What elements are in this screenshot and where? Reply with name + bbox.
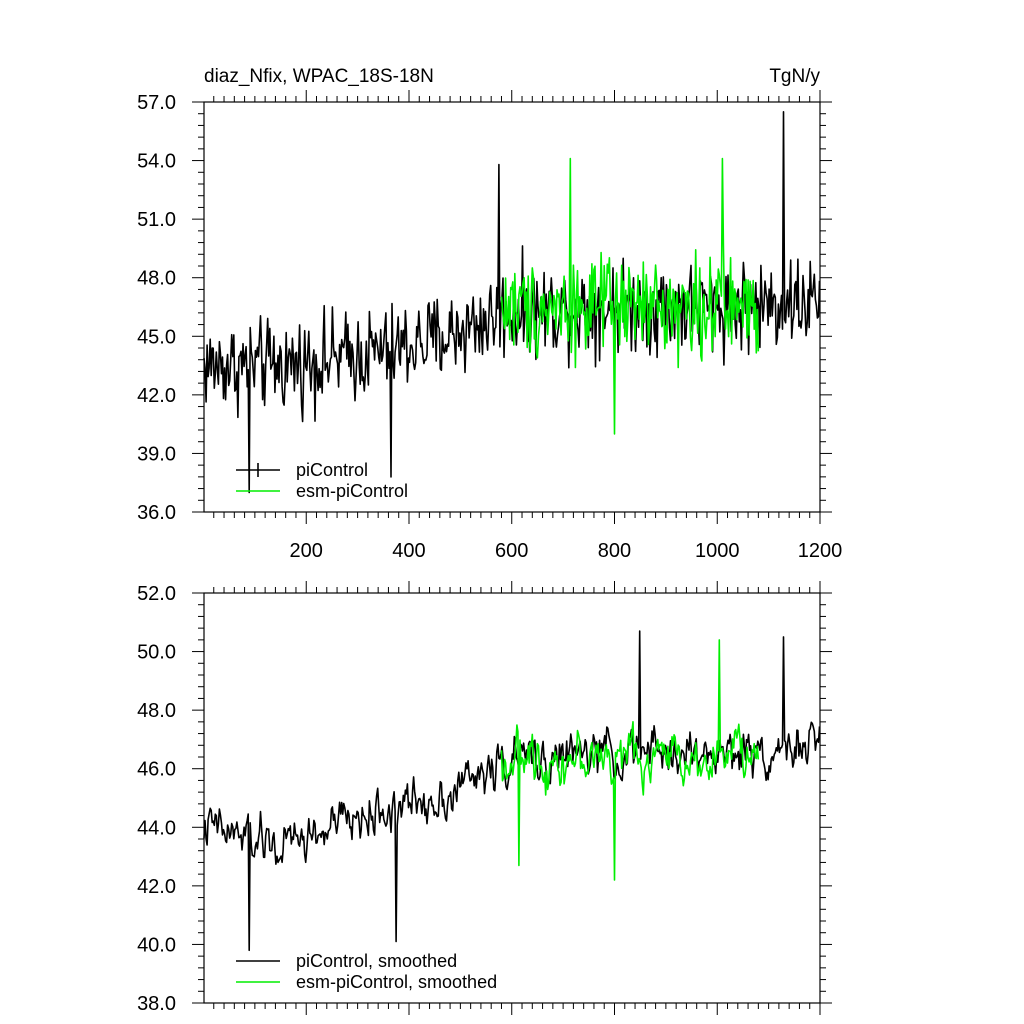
y-tick-label: 44.0 [137,817,176,839]
legend-label-esm-picontrol: esm-piControl [296,481,408,501]
y-tick-label: 45.0 [137,326,176,348]
x-tick-label: 800 [598,540,631,562]
y-tick-label: 50.0 [137,642,176,664]
y-tick-label: 42.0 [137,385,176,407]
legend-label-picontrol-smoothed: piControl, smoothed [296,951,457,971]
y-tick-label: 39.0 [137,443,176,465]
legend-label-picontrol: piControl [296,460,368,480]
y-tick-label: 54.0 [137,151,176,173]
x-tick-label: 400 [392,540,425,562]
y-tick-label: 42.0 [137,876,176,898]
x-tick-label: 1200 [798,540,843,562]
y-tick-label: 52.0 [137,583,176,605]
series-group [203,111,821,494]
legend-label-esm-picontrol-smoothed: esm-piControl, smoothed [296,972,497,992]
units-label: TgN/y [769,66,820,87]
axes: 38.0 40.0 42.0 44.0 46.0 48.0 50.0 52.0 [137,581,832,1015]
legend: piControl esm-piControl [236,460,408,501]
y-tick-label: 36.0 [137,502,176,524]
top-panel: diaz_Nfix, WPAC_18S-18N TgN/y 36.0 39.0 42… [137,66,842,562]
plot-frame [203,592,821,1004]
y-tick-label: 40.0 [137,934,176,956]
x-tick-label: 600 [495,540,528,562]
series-group [203,630,821,952]
y-tick-label: 48.0 [137,700,176,722]
y-tick-label: 51.0 [137,209,176,231]
x-tick-label: 200 [290,540,323,562]
bottom-panel: 38.0 40.0 42.0 44.0 46.0 48.0 50.0 52.0 piContr… [137,581,832,1015]
series-line-picontrol-smoothed [203,630,821,952]
series-line-esm-picontrol-smoothed [500,639,760,881]
y-tick-label: 57.0 [137,92,176,114]
series-line-esm-picontrol [500,157,760,435]
y-tick-label: 48.0 [137,268,176,290]
series-line-picontrol [203,111,821,494]
y-tick-label: 38.0 [137,993,176,1015]
legend: piControl, smoothed esm-piControl, smoot… [236,951,497,992]
axes: 36.0 39.0 42.0 45.0 48.0 51.0 54.0 57.0 200 400 60… [137,90,842,562]
x-tick-label: 1000 [695,540,740,562]
y-tick-label: 46.0 [137,759,176,781]
chart-title: diaz_Nfix, WPAC_18S-18N [204,66,434,87]
